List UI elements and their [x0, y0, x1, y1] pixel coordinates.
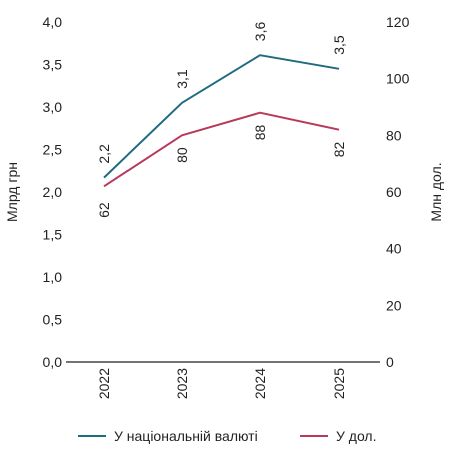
left-tick-label: 3,0	[43, 99, 63, 115]
legend-item-usd: У дол.	[300, 428, 377, 444]
data-label-usd: 82	[331, 141, 347, 157]
legend-swatch-usd	[300, 435, 328, 437]
left-tick-label: 1,5	[43, 227, 63, 243]
x-tick-label: 2022	[96, 368, 112, 399]
right-tick-label: 60	[386, 184, 402, 200]
series-line-usd	[103, 111, 340, 188]
legend: У національній валюті У дол.	[0, 428, 449, 448]
legend-label-usd: У дол.	[336, 428, 377, 444]
left-tick-label: 0,5	[43, 312, 63, 328]
right-tick-label: 100	[386, 71, 410, 87]
right-tick-label: 20	[386, 297, 402, 313]
data-label-usd: 62	[96, 202, 112, 218]
line-chart: 0,0 0,5 1,0 1,5 2,0 2,5 3,0 3,5 4,0 0 20 40 60 80 100 1…	[4, 14, 444, 399]
left-tick-label: 0,0	[43, 354, 63, 370]
series-line-uah	[103, 54, 340, 179]
x-tick-label: 2025	[331, 368, 347, 399]
right-tick-label: 80	[386, 127, 402, 143]
data-label-uah: 3,5	[331, 35, 347, 55]
left-tick-label: 2,0	[43, 184, 63, 200]
legend-label-uah: У національній валюті	[114, 428, 258, 444]
legend-swatch-uah	[78, 435, 106, 437]
legend-item-uah: У національній валюті	[78, 428, 258, 444]
x-tick-label: 2024	[252, 368, 268, 399]
left-tick-label: 3,5	[43, 57, 63, 73]
left-axis-title: Млрд грн	[4, 162, 20, 222]
data-label-uah: 3,6	[252, 22, 268, 42]
right-tick-label: 40	[386, 241, 402, 257]
data-label-uah: 3,1	[174, 69, 190, 89]
left-tick-label: 2,5	[43, 142, 63, 158]
right-tick-label: 120	[386, 14, 410, 30]
right-axis-title: Млн дол.	[428, 162, 444, 221]
left-tick-label: 1,0	[43, 269, 63, 285]
data-label-usd: 88	[252, 124, 268, 140]
right-tick-label: 0	[386, 354, 394, 370]
x-tick-label: 2023	[174, 368, 190, 399]
data-label-usd: 80	[174, 147, 190, 163]
data-label-uah: 2,2	[96, 144, 112, 164]
left-tick-label: 4,0	[43, 14, 63, 30]
